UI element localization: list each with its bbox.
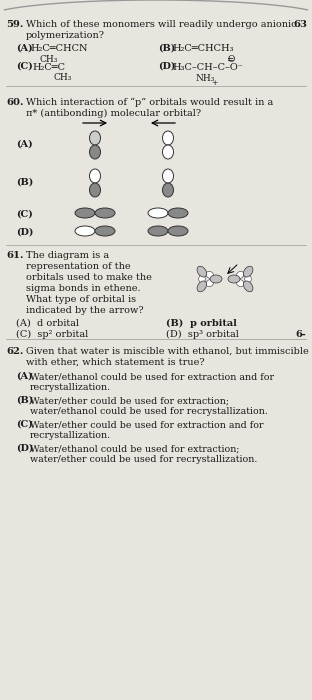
Ellipse shape: [163, 169, 173, 183]
Text: (B): (B): [16, 396, 33, 405]
Text: +: +: [211, 79, 217, 87]
Ellipse shape: [148, 208, 168, 218]
Text: with ether, which statement is true?: with ether, which statement is true?: [26, 358, 205, 367]
Text: representation of the: representation of the: [26, 262, 131, 271]
Text: 59.: 59.: [6, 20, 23, 29]
Text: CH₃: CH₃: [40, 55, 58, 64]
Text: (D): (D): [158, 62, 175, 71]
Text: polymerization?: polymerization?: [26, 31, 105, 40]
Text: orbitals used to make the: orbitals used to make the: [26, 273, 152, 282]
Text: water/ether could be used for recrystallization.: water/ether could be used for recrystall…: [30, 455, 257, 464]
Text: (D): (D): [16, 228, 33, 237]
Text: NH₃: NH₃: [196, 74, 215, 83]
Ellipse shape: [90, 145, 100, 159]
Text: (C): (C): [16, 420, 33, 429]
Text: Which of these monomers will readily undergo anionic: Which of these monomers will readily und…: [26, 20, 297, 29]
Text: Given that water is miscible with ethanol, but immiscible: Given that water is miscible with ethano…: [26, 347, 309, 356]
Text: (B): (B): [158, 44, 175, 53]
Text: CH₃: CH₃: [54, 73, 72, 82]
Text: 6-: 6-: [295, 330, 306, 339]
Text: (C): (C): [16, 210, 33, 219]
Text: Water/ethanol could be used for extraction and for: Water/ethanol could be used for extracti…: [30, 372, 274, 381]
Ellipse shape: [206, 272, 214, 279]
Text: The diagram is a: The diagram is a: [26, 251, 109, 260]
Text: (A): (A): [16, 140, 33, 149]
Text: H₂C═CHCN: H₂C═CHCN: [30, 44, 87, 53]
Text: H₂C═CHCH₃: H₂C═CHCH₃: [172, 44, 233, 53]
Text: sigma bonds in ethene.: sigma bonds in ethene.: [26, 284, 141, 293]
Ellipse shape: [90, 183, 100, 197]
Ellipse shape: [243, 281, 253, 292]
Ellipse shape: [199, 275, 205, 283]
Text: 60.: 60.: [6, 98, 23, 107]
Ellipse shape: [75, 208, 95, 218]
Ellipse shape: [236, 272, 244, 279]
Text: Water/ethanol could be used for extraction;: Water/ethanol could be used for extracti…: [30, 444, 240, 453]
Text: 63: 63: [293, 20, 307, 29]
Text: (A): (A): [16, 372, 33, 381]
Ellipse shape: [163, 145, 173, 159]
Text: (A): (A): [16, 44, 33, 53]
Text: (B)  p orbital: (B) p orbital: [166, 319, 237, 328]
Text: H₃C–CH–C–O⁻: H₃C–CH–C–O⁻: [172, 63, 243, 72]
Text: indicated by the arrow?: indicated by the arrow?: [26, 306, 144, 315]
Text: recrystallization.: recrystallization.: [30, 383, 111, 392]
Text: (B): (B): [16, 178, 33, 187]
Text: (C)  sp² orbital: (C) sp² orbital: [16, 330, 88, 339]
Text: (A)  d orbital: (A) d orbital: [16, 319, 79, 328]
Ellipse shape: [95, 208, 115, 218]
Ellipse shape: [245, 275, 251, 283]
Ellipse shape: [228, 275, 240, 283]
Text: water/ethanol could be used for recrystallization.: water/ethanol could be used for recrysta…: [30, 407, 268, 416]
Ellipse shape: [90, 131, 100, 145]
Text: π* (antibonding) molecular orbital?: π* (antibonding) molecular orbital?: [26, 109, 201, 118]
Ellipse shape: [75, 226, 95, 236]
Ellipse shape: [210, 275, 222, 283]
Ellipse shape: [197, 266, 207, 277]
Ellipse shape: [236, 279, 244, 286]
Ellipse shape: [197, 281, 207, 292]
Text: Water/ether could be used for extraction;: Water/ether could be used for extraction…: [30, 396, 229, 405]
Ellipse shape: [163, 183, 173, 197]
Text: H₂C═C: H₂C═C: [32, 63, 65, 72]
Ellipse shape: [90, 169, 100, 183]
Text: 61.: 61.: [6, 251, 23, 260]
Ellipse shape: [95, 226, 115, 236]
Text: Which interaction of “p” orbitals would result in a: Which interaction of “p” orbitals would …: [26, 98, 273, 107]
Ellipse shape: [163, 131, 173, 145]
Ellipse shape: [168, 226, 188, 236]
Text: 62.: 62.: [6, 347, 23, 356]
Text: O: O: [228, 55, 235, 64]
Text: (C): (C): [16, 62, 33, 71]
Text: What type of orbital is: What type of orbital is: [26, 295, 136, 304]
Text: (D)  sp³ orbital: (D) sp³ orbital: [166, 330, 239, 339]
Text: (D): (D): [16, 444, 33, 453]
Ellipse shape: [206, 279, 214, 286]
Ellipse shape: [243, 266, 253, 277]
Ellipse shape: [168, 208, 188, 218]
Ellipse shape: [148, 226, 168, 236]
Text: recrystallization.: recrystallization.: [30, 431, 111, 440]
Text: Water/ether could be used for extraction and for: Water/ether could be used for extraction…: [30, 420, 264, 429]
